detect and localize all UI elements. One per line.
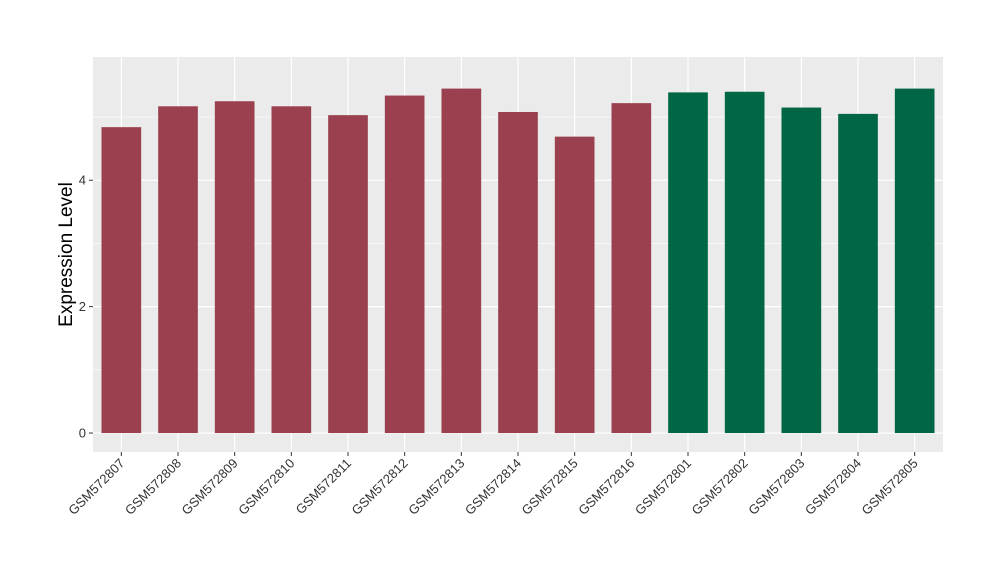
y-tick-label: 2 bbox=[79, 299, 86, 314]
bar-GSM572814 bbox=[498, 111, 538, 434]
bar-GSM572815 bbox=[554, 136, 595, 434]
x-tick-label: GSM572803 bbox=[745, 456, 807, 518]
x-tick-label: GSM572801 bbox=[632, 456, 694, 518]
bar-GSM572813 bbox=[441, 88, 482, 434]
bar-GSM572812 bbox=[384, 95, 425, 434]
bar-GSM572816 bbox=[611, 103, 652, 434]
x-tick-label: GSM572805 bbox=[859, 456, 921, 518]
x-tick-label: GSM572810 bbox=[235, 456, 297, 518]
x-tick-label: GSM572815 bbox=[519, 456, 581, 518]
x-tick-label: GSM572807 bbox=[65, 456, 127, 518]
x-tick-label: GSM572812 bbox=[349, 456, 411, 518]
x-tick-label: GSM572808 bbox=[122, 456, 184, 518]
bar-GSM572807 bbox=[101, 127, 142, 434]
bar-GSM572808 bbox=[158, 106, 198, 434]
y-axis-title: Expression Level bbox=[56, 182, 77, 327]
bar-GSM572802 bbox=[724, 91, 765, 434]
bar-GSM572801 bbox=[668, 92, 708, 434]
x-tick-label: GSM572813 bbox=[405, 456, 467, 518]
y-tick-label: 0 bbox=[79, 426, 86, 441]
bar-GSM572804 bbox=[838, 113, 878, 434]
bar-GSM572811 bbox=[328, 115, 368, 434]
y-tick-label: 4 bbox=[79, 173, 86, 188]
x-axis: GSM572807GSM572808GSM572809GSM572810GSM5… bbox=[65, 452, 921, 518]
y-axis: 0 2 4 bbox=[79, 173, 93, 441]
x-tick-label: GSM572802 bbox=[689, 456, 751, 518]
x-tick-label: GSM572811 bbox=[293, 456, 355, 518]
x-tick-label: GSM572816 bbox=[575, 456, 637, 518]
bar-GSM572803 bbox=[781, 107, 822, 434]
x-tick-label: GSM572814 bbox=[462, 456, 524, 518]
bars bbox=[101, 88, 935, 434]
bar-GSM572805 bbox=[894, 88, 935, 434]
x-tick-label: GSM572809 bbox=[179, 456, 241, 518]
bar-GSM572809 bbox=[214, 101, 255, 434]
bar-GSM572810 bbox=[271, 106, 312, 434]
x-tick-label: GSM572804 bbox=[802, 456, 864, 518]
